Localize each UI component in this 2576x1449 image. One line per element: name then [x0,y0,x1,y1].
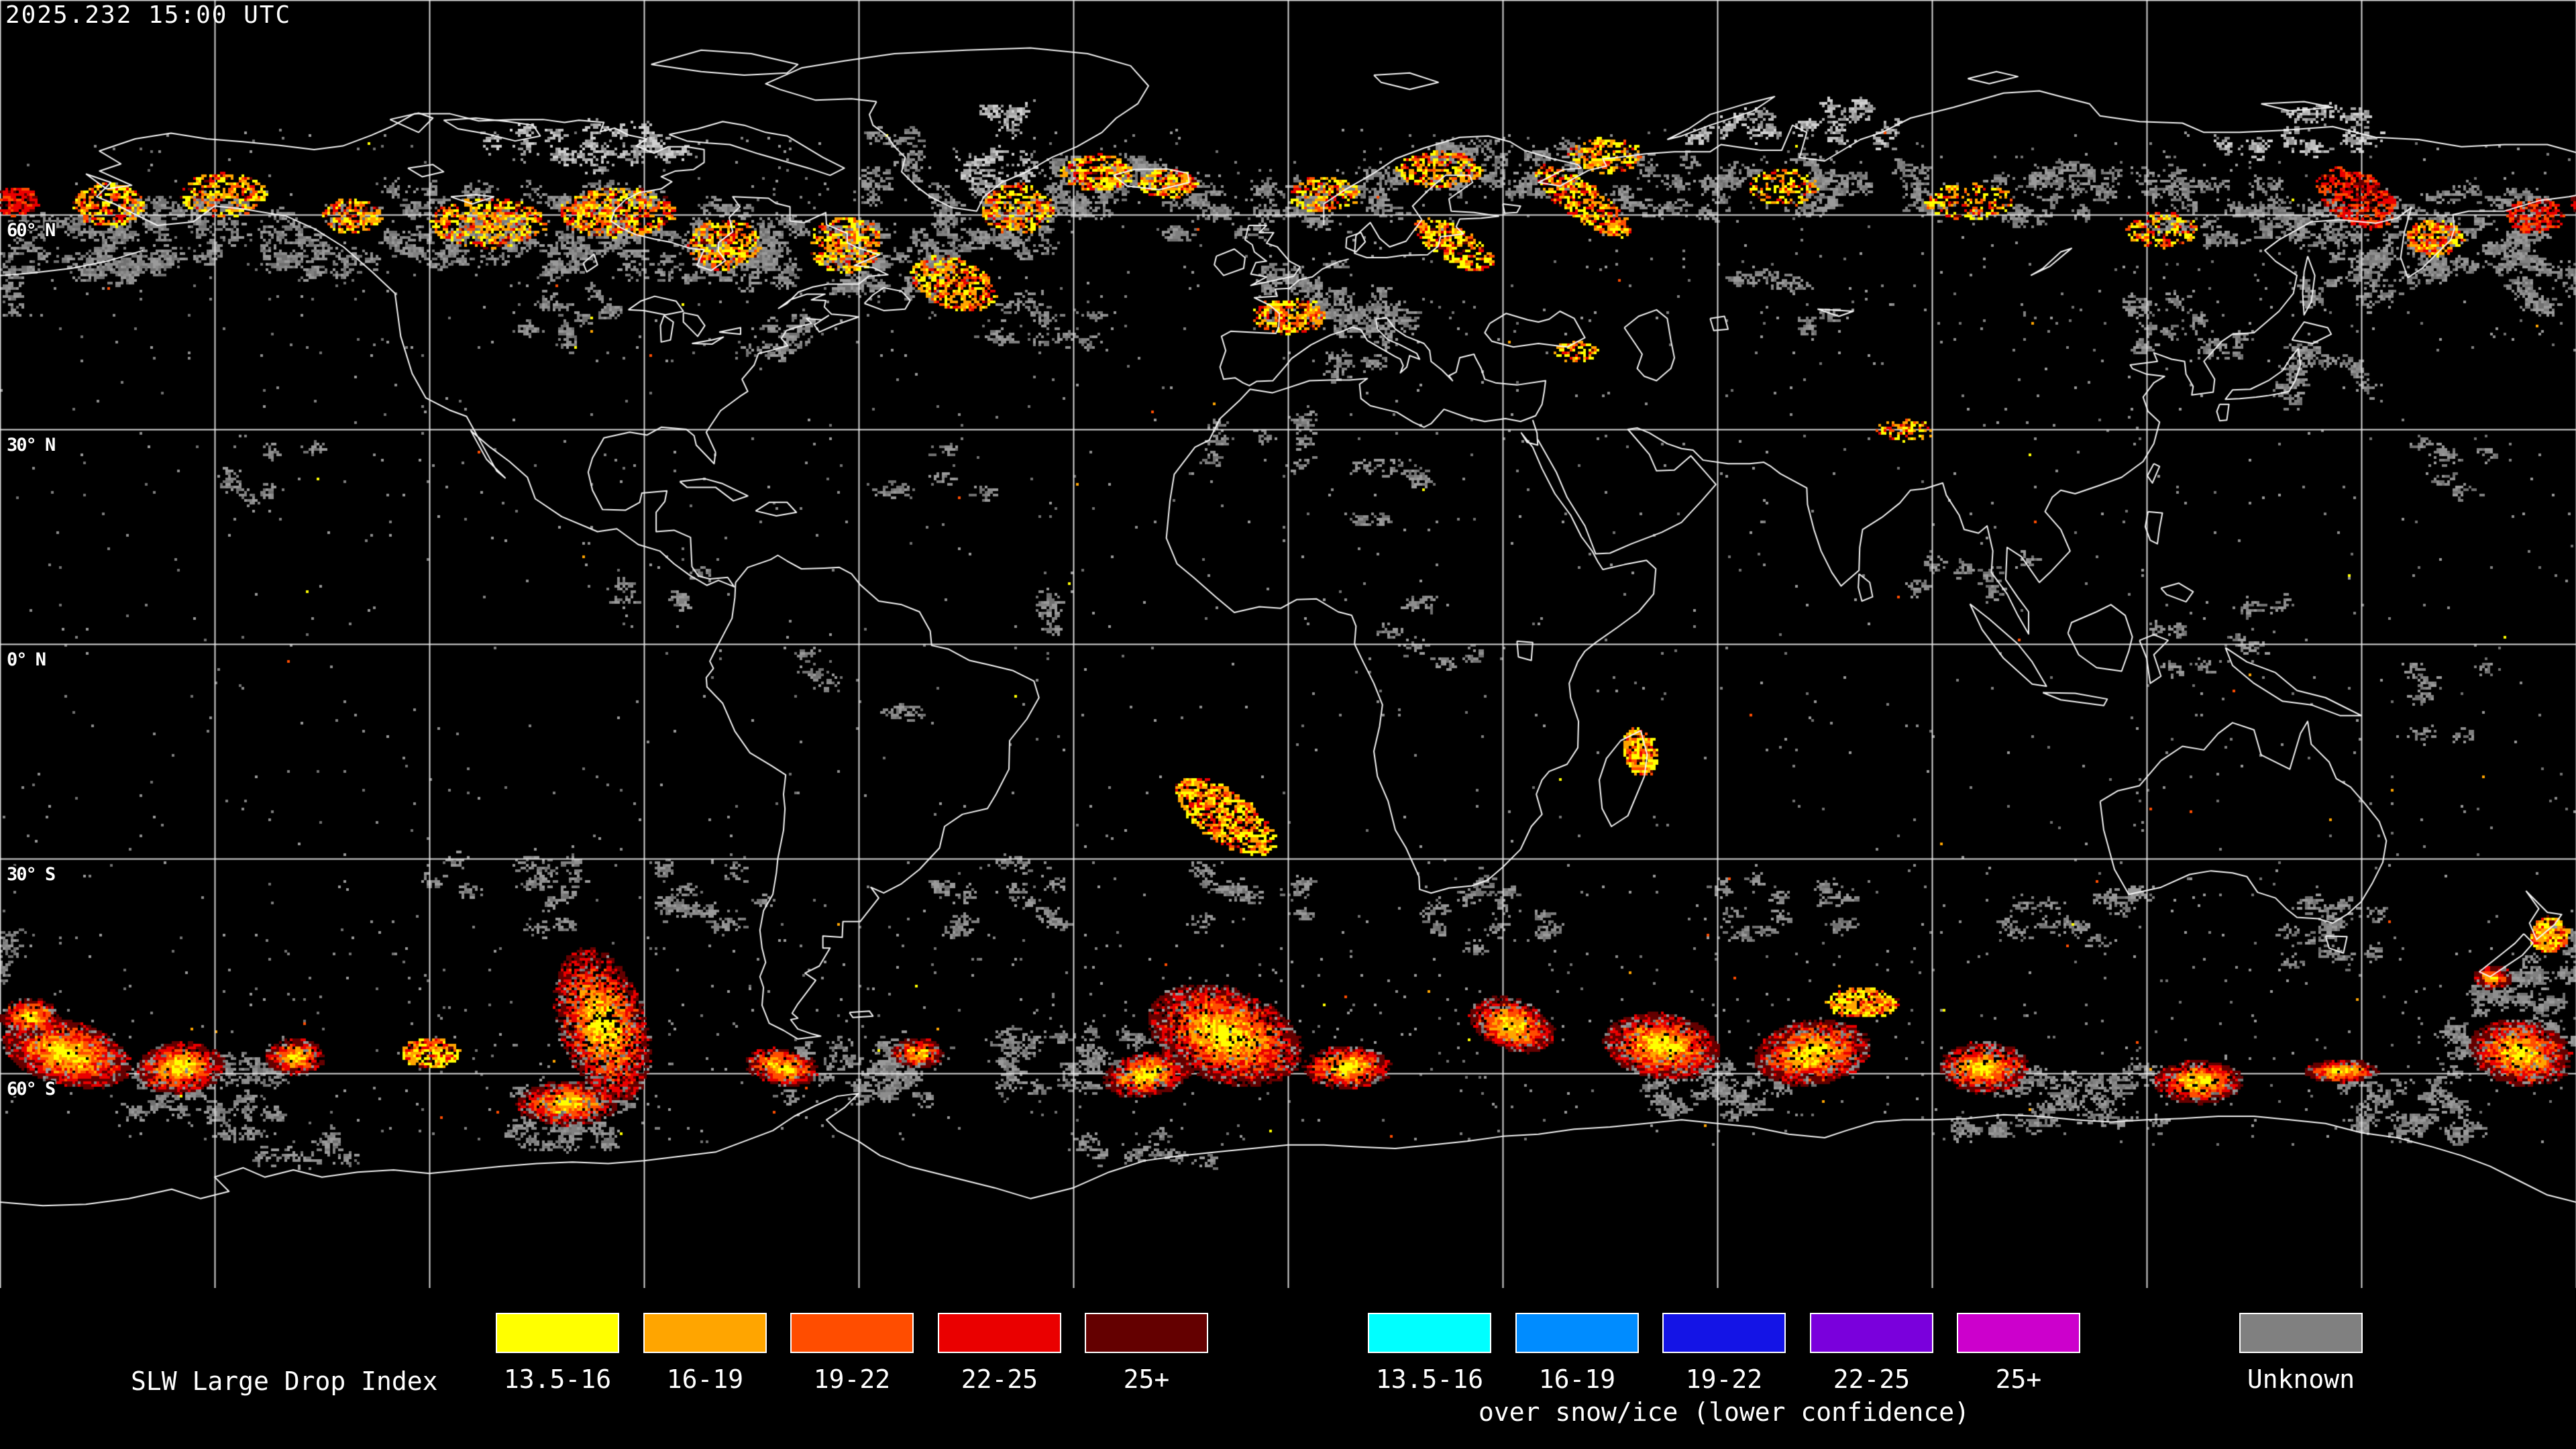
legend-label-cool-3: 19-22 [1685,1364,1763,1394]
legend-swatch-cool-4 [1810,1313,1933,1353]
legend-swatch-warm-2 [643,1313,767,1353]
legend: SLW Large Drop Index 13.5-16 16-19 19-22… [0,1288,2576,1449]
legend-caption-snow-ice: over snow/ice (lower confidence) [1478,1397,1970,1427]
legend-title: SLW Large Drop Index [131,1366,438,1396]
lat-label-30s: 30° S [7,864,56,885]
legend-label-cool-4: 22-25 [1833,1364,1911,1394]
world-map: 2025.232 15:00 UTC 60° N 30° N 0° N 30° … [0,0,2576,1288]
legend-swatch-cool-2 [1515,1313,1639,1353]
legend-swatch-cool-5 [1957,1313,2080,1353]
map-canvas [0,0,2576,1288]
legend-swatch-unknown [2239,1313,2363,1353]
legend-label-warm-3: 19-22 [813,1364,891,1394]
lat-label-60s: 60° S [7,1079,56,1099]
legend-swatch-warm-5 [1085,1313,1208,1353]
legend-swatch-warm-1 [496,1313,619,1353]
legend-label-cool-5: 25+ [1995,1364,2042,1394]
timestamp-label: 2025.232 15:00 UTC [5,1,292,29]
lat-label-60n: 60° N [7,220,56,241]
legend-label-warm-2: 16-19 [666,1364,744,1394]
legend-label-warm-5: 25+ [1123,1364,1170,1394]
legend-label-warm-4: 22-25 [961,1364,1038,1394]
legend-swatch-warm-3 [790,1313,914,1353]
legend-label-cool-2: 16-19 [1538,1364,1616,1394]
lat-label-0n: 0° N [7,649,46,670]
legend-label-cool-1: 13.5-16 [1375,1364,1484,1394]
legend-label-unknown: Unknown [2247,1364,2355,1394]
legend-label-warm-1: 13.5-16 [503,1364,612,1394]
lat-label-30n: 30° N [7,435,56,455]
legend-swatch-cool-1 [1368,1313,1491,1353]
legend-swatch-warm-4 [938,1313,1061,1353]
legend-swatch-cool-3 [1662,1313,1786,1353]
